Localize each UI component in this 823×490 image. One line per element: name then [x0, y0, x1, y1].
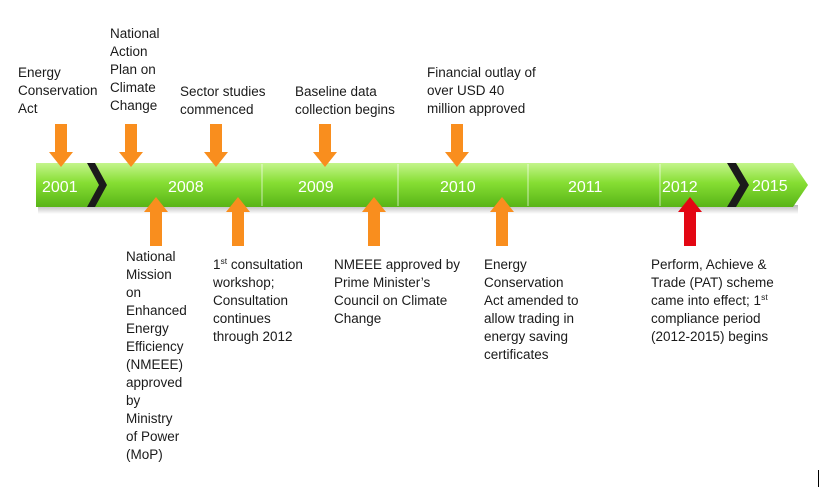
timeline-band	[36, 163, 808, 207]
year-label-2011: 2011	[568, 179, 603, 196]
up-arrows	[144, 197, 514, 246]
event-pat-scheme: Perform, Achieve & Trade (PAT) scheme ca…	[651, 257, 774, 344]
down-arrows	[49, 124, 469, 167]
arrow-down-icon	[49, 124, 73, 167]
band-shadow	[38, 205, 798, 214]
year-label-2012: 2012	[662, 179, 698, 196]
break-separator-2001-2008	[87, 163, 107, 207]
event-napcc: National Action Plan on Climate Change	[110, 26, 160, 113]
event-energy-conservation-act: Energy Conservation Act	[18, 65, 98, 116]
event-baseline-data: Baseline data collection begins	[295, 84, 395, 117]
arrow-down-icon	[204, 124, 228, 167]
arrow-up-icon	[362, 197, 386, 246]
arrow-up-icon	[144, 197, 168, 246]
red-arrow-up-icon	[678, 197, 702, 246]
break-separator-2012-2015	[727, 163, 749, 207]
arrow-down-icon	[119, 124, 143, 167]
year-label-2008: 2008	[168, 179, 204, 196]
year-label-2015: 2015	[752, 178, 788, 195]
arrow-down-icon	[313, 124, 337, 167]
arrow-up-icon	[226, 197, 250, 246]
event-consultation-workshop: 1st consultation workshop; Consultation …	[213, 256, 303, 344]
segment-dividers	[261, 164, 661, 206]
arrow-down-icon	[445, 124, 469, 167]
event-nmeee-approved-mop: National Mission on Enhanced Energy Effi…	[126, 249, 187, 462]
event-nmeee-approved-pm: NMEEE approved by Prime Minister’s Counc…	[334, 257, 461, 326]
year-label-2001: 2001	[42, 179, 78, 196]
event-eca-amended: Energy Conservation Act amended to allow…	[484, 257, 579, 362]
year-label-2009: 2009	[298, 179, 334, 196]
arrow-up-icon	[490, 197, 514, 246]
event-sector-studies: Sector studies commenced	[180, 84, 266, 117]
text-cursor	[818, 470, 819, 487]
event-financial-outlay: Financial outlay of over USD 40 million …	[427, 65, 536, 116]
year-label-2010: 2010	[440, 179, 476, 196]
